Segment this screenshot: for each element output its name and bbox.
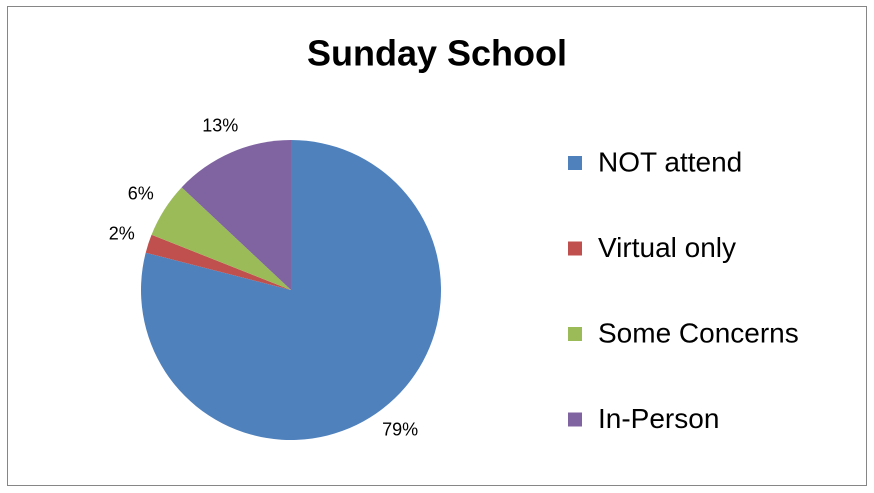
legend-swatch [568, 241, 582, 256]
pie-slice [151, 187, 291, 290]
chart-title: Sunday School [307, 33, 567, 74]
legend-label: Some Concerns [598, 317, 799, 348]
pie-slice [181, 140, 291, 290]
pie-slice [145, 234, 291, 290]
data-label: 6% [128, 183, 154, 203]
data-label: 79% [382, 419, 418, 439]
chart-border [7, 6, 867, 486]
legend-label: Virtual only [598, 232, 736, 263]
legend-swatch [568, 327, 582, 341]
data-label: 13% [202, 115, 238, 135]
legend-label: In-Person [598, 403, 719, 434]
data-label: 2% [109, 224, 135, 244]
legend-swatch [568, 412, 582, 427]
legend-swatch [568, 156, 582, 170]
legend-label: NOT attend [598, 146, 742, 177]
